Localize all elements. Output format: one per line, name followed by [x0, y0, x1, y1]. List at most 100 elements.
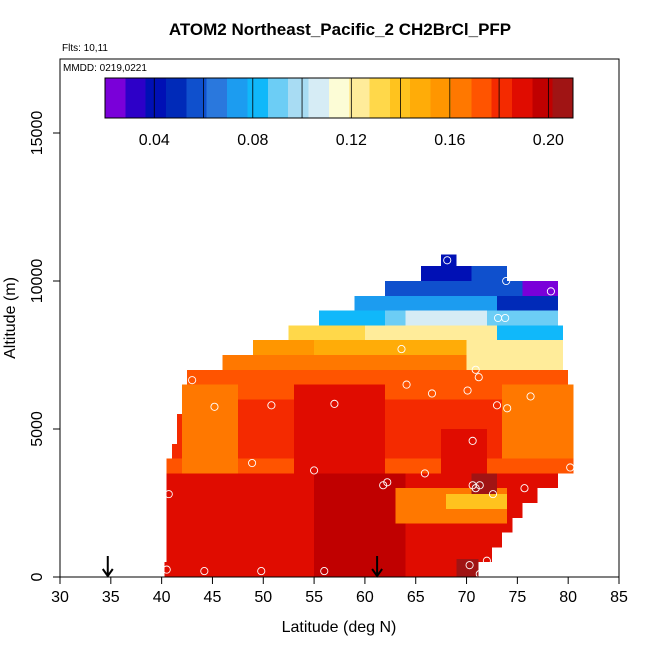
x-tick-label: 55	[305, 589, 323, 606]
sample-point	[330, 399, 339, 408]
heatmap-cell	[288, 325, 365, 341]
colorbar-segment	[511, 78, 533, 118]
sample-point	[475, 481, 484, 490]
heatmap-cell	[441, 254, 457, 267]
colorbar: 0.04 0.08 0.12 0.16 0.20	[104, 77, 574, 149]
sample-point	[526, 392, 535, 401]
y-axis: 0 5000 10000 15000	[29, 111, 60, 581]
heatmap-cell	[502, 384, 574, 459]
sample-point	[443, 256, 452, 265]
sample-point	[471, 484, 480, 493]
chart-title: ATOM2 Northeast_Pacific_2 CH2BrCl_PFP	[169, 20, 511, 39]
heatmap-cell	[497, 325, 564, 341]
sample-point	[310, 466, 319, 475]
sample-point	[383, 478, 392, 487]
sample-point	[502, 276, 511, 286]
x-tick-label: 75	[508, 589, 526, 606]
heatmap-cell	[314, 473, 406, 577]
sample-point	[488, 490, 498, 499]
colorbar-segment	[227, 78, 248, 118]
sample-point	[397, 345, 406, 354]
colorbar-segment	[267, 78, 289, 118]
colorbar-segment	[186, 78, 208, 118]
sample-point	[463, 386, 472, 395]
colorbar-tick-label: 0.04	[139, 132, 170, 149]
colorbar-segment	[471, 78, 493, 118]
colorbar-segment	[328, 78, 350, 118]
heatmap-cell	[471, 266, 508, 281]
x-axis-label: Latitude (deg N)	[282, 619, 397, 636]
colorbar-tick-label: 0.08	[237, 132, 268, 149]
sample-point	[520, 484, 529, 493]
colorbar-segment	[552, 78, 574, 118]
flight-arrow	[371, 556, 383, 578]
heatmap-cell	[253, 340, 315, 355]
colorbar-frame	[104, 77, 574, 119]
y-tick-label: 0	[29, 572, 46, 581]
sample-point	[492, 401, 502, 410]
sample-point	[471, 365, 480, 374]
x-tick-label: 50	[254, 589, 272, 606]
sample-point	[164, 490, 173, 499]
heatmap-cell	[522, 281, 559, 296]
heatmap-cells	[164, 254, 574, 577]
sample-point	[501, 313, 510, 323]
heatmap-cell	[187, 369, 569, 385]
heatmap-cell	[293, 384, 386, 474]
colorbar-segment	[288, 78, 309, 118]
colorbar-segment	[369, 78, 391, 118]
sample-point	[546, 287, 555, 296]
colorbar-segment	[145, 78, 167, 118]
flights-label: Flts: 10,11	[62, 43, 108, 54]
sample-point	[379, 481, 388, 490]
colorbar-segment	[105, 78, 126, 118]
plot-frame	[59, 58, 620, 578]
y-tick-label: 5000	[29, 411, 46, 447]
sample-point	[474, 373, 483, 382]
heatmap-cell	[181, 384, 238, 474]
heatmap-cell	[222, 355, 325, 370]
x-tick-label: 80	[559, 589, 577, 606]
colorbar-segment	[206, 78, 228, 118]
colorbar-segment	[125, 78, 147, 118]
x-tick-label: 35	[102, 589, 120, 606]
x-tick-label: 65	[407, 589, 425, 606]
colorbar-segment	[349, 78, 371, 118]
sample-point	[402, 380, 411, 389]
sample-point	[200, 567, 209, 576]
y-tick-label: 10000	[29, 259, 46, 304]
sample-point	[267, 401, 276, 410]
sample-point	[320, 567, 329, 576]
colorbar-segment	[430, 78, 452, 118]
x-tick-label: 45	[204, 589, 222, 606]
sample-point	[503, 404, 512, 413]
x-tick-label: 40	[153, 589, 171, 606]
sample-point	[475, 569, 484, 579]
sample-point	[210, 402, 219, 411]
colorbar-segment	[166, 78, 187, 118]
x-axis: 30 35 40 45 50 55 60 65 70 75 80 85	[51, 577, 628, 606]
x-tick-label: 60	[356, 589, 374, 606]
colorbar-tick-label: 0.16	[434, 132, 465, 149]
mmdd-label: MMDD: 0219,0221	[63, 63, 147, 74]
sample-markers	[162, 256, 575, 579]
flight-arrow	[101, 556, 114, 578]
heatmap-cell	[471, 473, 498, 495]
sample-point	[465, 561, 474, 570]
sample-point	[257, 567, 266, 576]
y-tick-label: 15000	[29, 111, 46, 156]
x-tick-label: 85	[610, 589, 628, 606]
sample-point	[420, 469, 429, 478]
colorbar-segment	[308, 78, 330, 118]
heatmap-cell	[497, 295, 559, 311]
sample-point	[248, 458, 257, 468]
sample-point	[482, 556, 491, 565]
colorbar-segment	[247, 78, 269, 118]
heatmap-cell	[466, 340, 564, 370]
y-axis-label: Altitude (m)	[2, 277, 19, 359]
x-tick-label: 70	[458, 589, 476, 606]
sample-point	[188, 376, 197, 385]
colorbar-tick-label: 0.12	[336, 132, 367, 149]
colorbar-segment	[532, 78, 554, 118]
colorbar-segment	[491, 78, 513, 118]
